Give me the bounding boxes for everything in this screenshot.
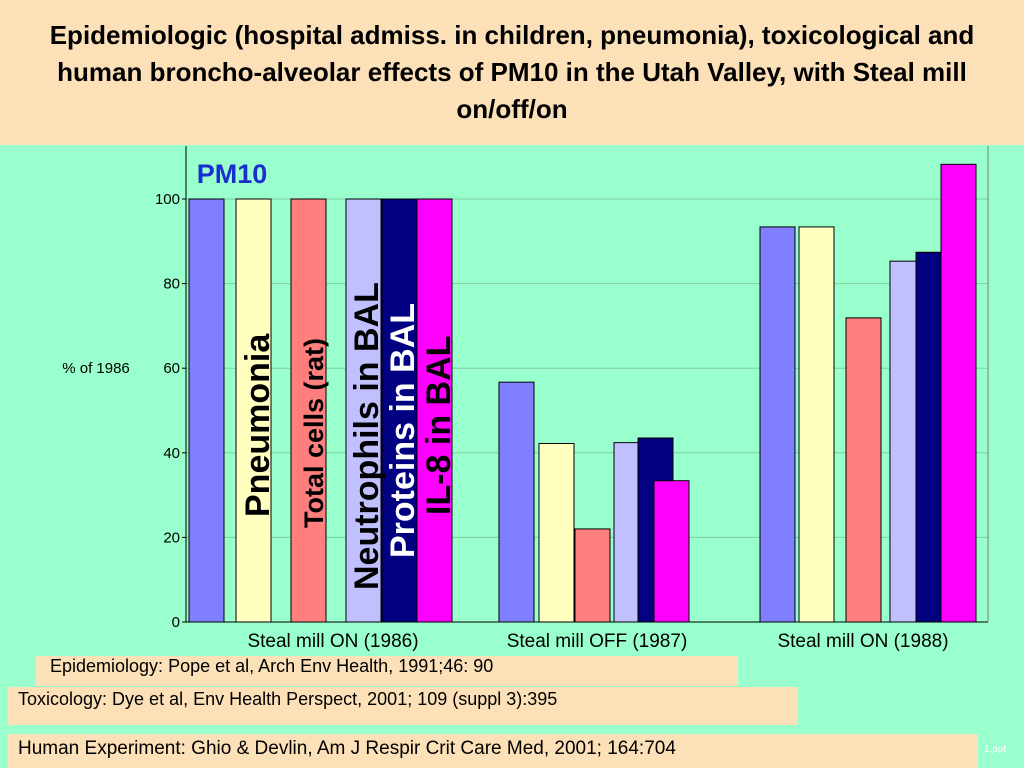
y-tick-label: 60	[163, 360, 180, 377]
bar	[188, 198, 225, 623]
series-label: Neutrophils in BAL	[348, 282, 386, 590]
y-tick-label: 20	[163, 529, 180, 546]
title-banner: Epidemiologic (hospital admiss. in child…	[0, 0, 1024, 145]
bar	[653, 480, 690, 623]
bar	[538, 442, 575, 623]
series-label: Total cells (rat)	[299, 338, 329, 528]
series-label: Proteins in BAL	[384, 303, 422, 558]
bar	[798, 226, 835, 623]
reference-epidemiology: Epidemiology: Pope et al, Arch Env Healt…	[36, 656, 738, 686]
bar	[574, 528, 611, 623]
series-label: Pneumonia	[239, 333, 277, 517]
bar	[345, 198, 382, 623]
y-tick-label: 100	[155, 191, 180, 208]
bar	[235, 198, 272, 623]
y-tick-label: 80	[163, 276, 180, 293]
series-label: PM10	[197, 159, 268, 189]
series-label: IL-8 in BAL	[420, 336, 458, 515]
bar	[416, 198, 453, 623]
reference-toxicology: Toxicology: Dye et al, Env Health Perspe…	[8, 687, 798, 725]
x-category-label: Steal mill ON (1986)	[247, 631, 418, 652]
bar-chart: 0 20 40 60 80 100 % of 1986 Steal mill ON (1986…	[62, 146, 989, 652]
bar	[845, 317, 882, 623]
y-tick-label: 0	[172, 614, 180, 631]
x-category-label: Steal mill OFF (1987)	[507, 631, 688, 652]
slide-title: Epidemiologic (hospital admiss. in child…	[49, 20, 975, 124]
y-tick-label: 40	[163, 445, 180, 462]
bar	[498, 381, 535, 623]
bar	[381, 198, 418, 623]
slide-number: 1.ppt	[984, 744, 1007, 755]
bar	[759, 226, 796, 623]
x-category-label: Steal mill ON (1988)	[777, 631, 948, 652]
y-axis-label: % of 1986	[62, 360, 130, 377]
bar	[290, 198, 327, 623]
bar	[940, 163, 977, 623]
reference-human-experiment: Human Experiment: Ghio & Devlin, Am J Re…	[8, 734, 978, 768]
